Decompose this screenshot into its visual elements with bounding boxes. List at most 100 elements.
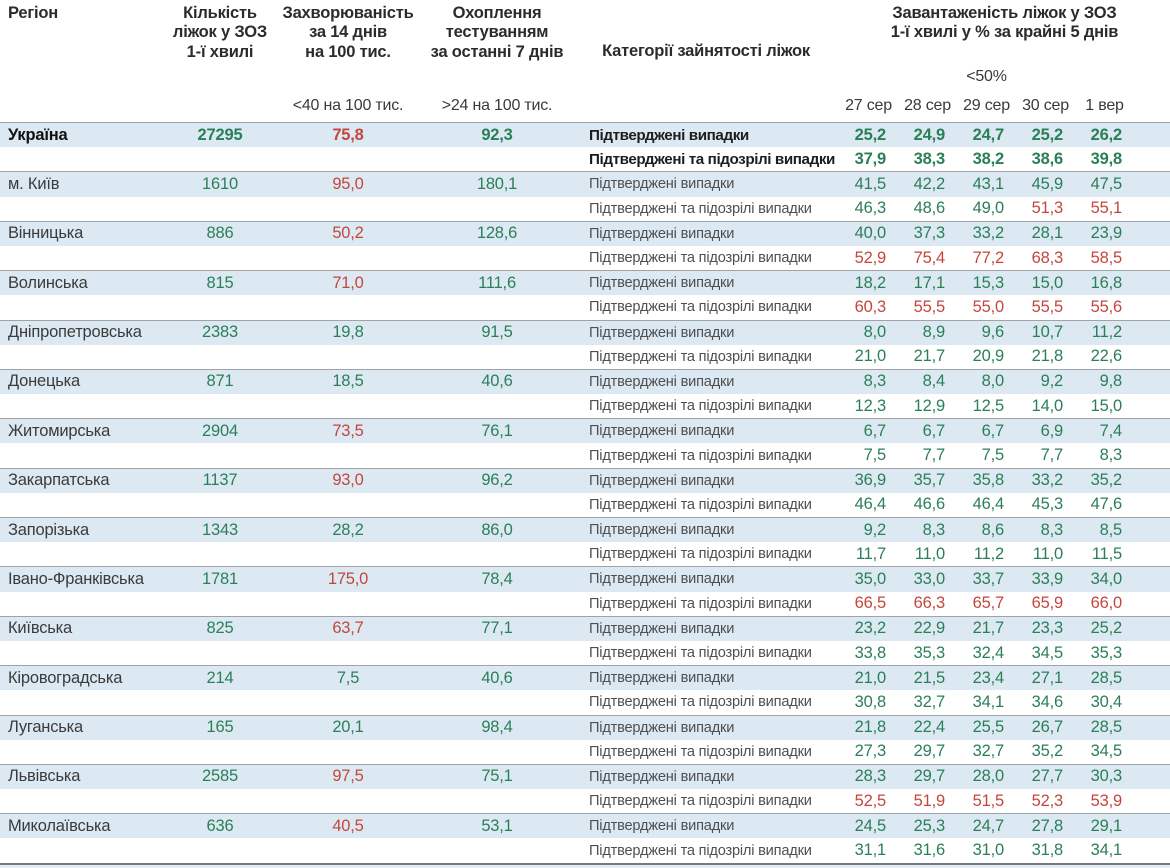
load-value-day2: 8,4 — [922, 372, 946, 391]
region-name: Івано-Франківська — [8, 569, 144, 588]
load-value-day4: 10,7 — [1031, 323, 1064, 342]
date-header-30-aug: 30 сер — [1022, 97, 1069, 114]
region-block: м. Київ 1610 95,0 180,1 Підтверджені вип… — [0, 171, 1170, 221]
date-header-28-aug: 28 сер — [904, 97, 951, 114]
beds-count: 214 — [206, 668, 234, 687]
load-value-day4: 45,9 — [1031, 174, 1064, 193]
load-value-day5: 8,3 — [1099, 446, 1123, 465]
load-value-day4: 6,9 — [1040, 421, 1064, 440]
incidence-value: 95,0 — [332, 174, 364, 193]
incidence-value: 73,5 — [332, 421, 364, 440]
region-block: Івано-Франківська 1781 175,0 78,4 Підтве… — [0, 566, 1170, 616]
region-name: Миколаївська — [8, 816, 111, 835]
category-label-confirmed: Підтверджені випадки — [589, 571, 735, 588]
load-value-day2: 48,6 — [913, 199, 946, 218]
load-value-day3: 51,5 — [972, 791, 1005, 810]
load-value-day3: 43,1 — [972, 174, 1005, 193]
region-name: Закарпатська — [8, 471, 110, 490]
incidence-value: 19,8 — [332, 323, 364, 342]
category-label-confirmed: Підтверджені випадки — [589, 719, 735, 736]
region-block: Волинська 815 71,0 111,6 Підтверджені ви… — [0, 270, 1170, 320]
beds-count: 871 — [206, 372, 234, 391]
load-value-day1: 21,0 — [854, 668, 887, 687]
testing-coverage-value: 77,1 — [481, 619, 513, 638]
incidence-threshold-label: <40 на 100 тис. — [292, 97, 404, 114]
table-row-confirmed: Львівська 2585 97,5 75,1 Підтверджені ви… — [0, 764, 1170, 790]
load-value-day1: 7,5 — [863, 446, 887, 465]
region-block: Дніпропетровська 2383 19,8 91,5 Підтверд… — [0, 319, 1170, 369]
load-value-day5: 28,5 — [1090, 718, 1123, 737]
load-value-day5: 66,0 — [1090, 594, 1123, 613]
table-row-confirmed-suspected: Підтверджені та підозрілі випадки 37,9 3… — [0, 147, 1170, 172]
incidence-value: 18,5 — [332, 372, 364, 391]
load-value-day4: 15,0 — [1031, 273, 1064, 292]
column-header-load: Завантаженість ліжок у ЗОЗ 1-ї хвилі у %… — [890, 4, 1119, 42]
column-header-region: Регіон — [8, 4, 59, 22]
load-value-day5: 47,6 — [1090, 495, 1123, 514]
category-label-confirmed-suspected: Підтверджені та підозрілі випадки — [589, 546, 812, 563]
load-value-day1: 25,2 — [854, 125, 887, 144]
table-row-confirmed: Миколаївська 636 40,5 53,1 Підтверджені … — [0, 814, 1170, 839]
table-row-confirmed-suspected: Підтверджені та підозрілі випадки 52,5 5… — [0, 789, 1170, 814]
beds-count: 27295 — [197, 125, 243, 144]
load-value-day5: 53,9 — [1090, 791, 1123, 810]
load-value-day5: 15,0 — [1090, 396, 1123, 415]
load-value-day1: 66,5 — [854, 594, 887, 613]
load-value-day1: 41,5 — [854, 174, 887, 193]
load-value-day4: 14,0 — [1031, 396, 1064, 415]
table-row-confirmed-suspected: Підтверджені та підозрілі випадки 66,5 6… — [0, 591, 1170, 616]
load-value-day2: 17,1 — [913, 273, 946, 292]
region-block: Кіровоградська 214 7,5 40,6 Підтверджені… — [0, 665, 1170, 715]
table-row-confirmed-suspected: Підтверджені та підозрілі випадки 52,9 7… — [0, 245, 1170, 271]
region-name: Київська — [8, 619, 72, 638]
load-value-day3: 24,7 — [972, 125, 1005, 144]
beds-count: 2383 — [202, 323, 238, 342]
beds-count: 825 — [206, 619, 234, 638]
category-label-confirmed: Підтверджені випадки — [589, 670, 735, 687]
load-value-day2: 29,7 — [913, 767, 946, 786]
load-value-day3: 33,2 — [972, 224, 1005, 243]
load-value-day2: 21,7 — [913, 347, 946, 366]
incidence-value: 71,0 — [332, 273, 364, 292]
incidence-value: 50,2 — [332, 224, 364, 243]
testing-coverage-value: 92,3 — [481, 125, 513, 144]
category-label-confirmed: Підтверджені випадки — [589, 818, 735, 835]
load-value-day3: 35,8 — [972, 471, 1005, 490]
load-value-day5: 16,8 — [1090, 273, 1123, 292]
load-value-day5: 26,2 — [1090, 125, 1123, 144]
load-value-day1: 8,0 — [863, 323, 887, 342]
load-value-day3: 32,7 — [972, 742, 1005, 761]
load-value-day3: 23,4 — [972, 668, 1005, 687]
category-label-confirmed-suspected: Підтверджені та підозрілі випадки — [589, 348, 812, 365]
category-label-confirmed-suspected: Підтверджені та підозрілі випадки — [589, 200, 812, 217]
load-value-day4: 52,3 — [1031, 791, 1064, 810]
load-value-day5: 55,6 — [1090, 297, 1123, 316]
table-row-confirmed: Луганська 165 20,1 98,4 Підтверджені вип… — [0, 715, 1170, 740]
category-label-confirmed-suspected: Підтверджені та підозрілі випадки — [589, 793, 812, 810]
load-value-day5: 29,1 — [1090, 816, 1123, 835]
region-name: Житомирська — [8, 421, 111, 440]
load-value-day2: 8,9 — [922, 323, 946, 342]
table-row-confirmed: Вінницька 886 50,2 128,6 Підтверджені ви… — [0, 221, 1170, 246]
testing-coverage-value: 180,1 — [476, 174, 518, 193]
load-value-day5: 34,0 — [1090, 569, 1123, 588]
region-name: м. Київ — [8, 174, 60, 193]
load-value-day2: 66,3 — [913, 594, 946, 613]
load-value-day3: 7,5 — [981, 446, 1005, 465]
beds-count: 886 — [206, 224, 234, 243]
load-value-day1: 46,3 — [854, 199, 887, 218]
region-block: Вінницька 886 50,2 128,6 Підтверджені ви… — [0, 220, 1170, 271]
load-value-day3: 38,2 — [972, 149, 1005, 168]
table-row-confirmed: Івано-Франківська 1781 175,0 78,4 Підтве… — [0, 567, 1170, 592]
table-row-confirmed-suspected: Підтверджені та підозрілі випадки 46,3 4… — [0, 196, 1170, 221]
region-block: Закарпатська 1137 93,0 96,2 Підтверджені… — [0, 467, 1170, 517]
load-value-day1: 37,9 — [854, 149, 887, 168]
load-value-day1: 28,3 — [854, 767, 887, 786]
table-row-confirmed: Волинська 815 71,0 111,6 Підтверджені ви… — [0, 271, 1170, 296]
testing-coverage-value: 86,0 — [481, 520, 513, 539]
load-value-day4: 21,8 — [1031, 347, 1064, 366]
load-value-day4: 11,0 — [1032, 544, 1063, 563]
load-value-day3: 15,3 — [972, 273, 1005, 292]
load-value-day1: 24,5 — [854, 816, 887, 835]
load-value-day2: 75,4 — [913, 248, 946, 267]
